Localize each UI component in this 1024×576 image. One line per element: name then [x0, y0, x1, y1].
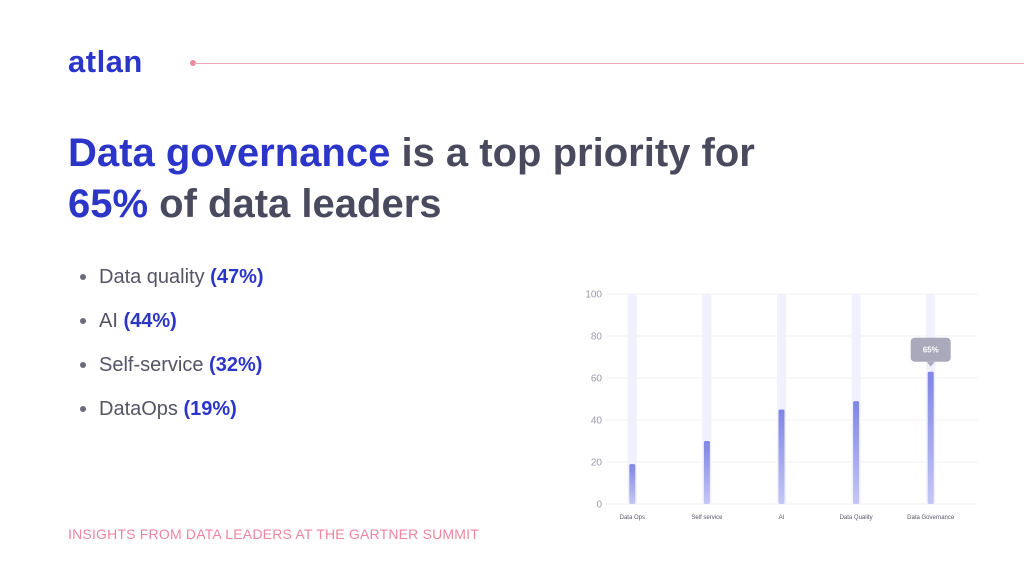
- priority-list: Data quality (47%) AI (44%) Self-service…: [80, 262, 264, 438]
- x-tick-label: Data Quality: [840, 515, 873, 521]
- tooltip-pointer: [926, 361, 935, 367]
- list-item-label: Self-service: [99, 354, 210, 376]
- y-tick-label: 60: [591, 374, 603, 385]
- list-item: DataOps (19%): [80, 394, 264, 438]
- y-tick-label: 20: [591, 458, 603, 469]
- bar: [778, 409, 785, 504]
- priority-bar-chart: 0 20 40 60 80 100 Data Ops Self service AI Data …: [585, 290, 978, 521]
- title-text: is a top priority for: [390, 131, 755, 175]
- footer-caption: INSIGHTS FROM DATA LEADERS AT THE GARTNE…: [68, 526, 479, 542]
- y-tick-label: 0: [596, 500, 602, 511]
- title-text-2: of data leaders: [148, 182, 442, 226]
- x-tick-label: Self service: [691, 515, 723, 521]
- list-item-percent: (19%): [183, 398, 237, 420]
- header-rule: [194, 63, 1024, 64]
- y-tick-label: 100: [585, 290, 602, 301]
- list-item-label: AI: [99, 310, 124, 332]
- header-dot: [190, 60, 196, 66]
- list-item-percent: (47%): [210, 266, 264, 288]
- y-tick-label: 80: [591, 332, 603, 343]
- list-item-label: Data quality: [99, 266, 211, 288]
- tooltip-box: [910, 337, 951, 362]
- list-item-percent: (44%): [123, 310, 177, 332]
- x-tick-label: Data Governance: [907, 515, 955, 521]
- tooltip-label: 65%: [923, 346, 939, 355]
- x-tick-label: AI: [779, 515, 785, 521]
- title-highlight-percent: 65%: [68, 182, 149, 226]
- list-item: Self-service (32%): [80, 350, 264, 394]
- y-tick-label: 40: [591, 416, 603, 427]
- bar: [629, 464, 636, 504]
- x-tick-label: Data Ops: [620, 515, 645, 521]
- bar: [703, 441, 710, 504]
- atlan-logo: atlan: [68, 44, 143, 79]
- list-item: AI (44%): [80, 306, 264, 350]
- list-item-label: DataOps: [99, 398, 184, 420]
- list-item-percent: (32%): [209, 354, 263, 376]
- bar-track: [627, 294, 637, 504]
- page-title: Data governance is a top priority for 65%…: [68, 128, 968, 230]
- list-item: Data quality (47%): [80, 262, 264, 306]
- bar: [927, 371, 934, 504]
- title-highlight-topic: Data governance: [68, 131, 391, 175]
- bar: [853, 401, 860, 504]
